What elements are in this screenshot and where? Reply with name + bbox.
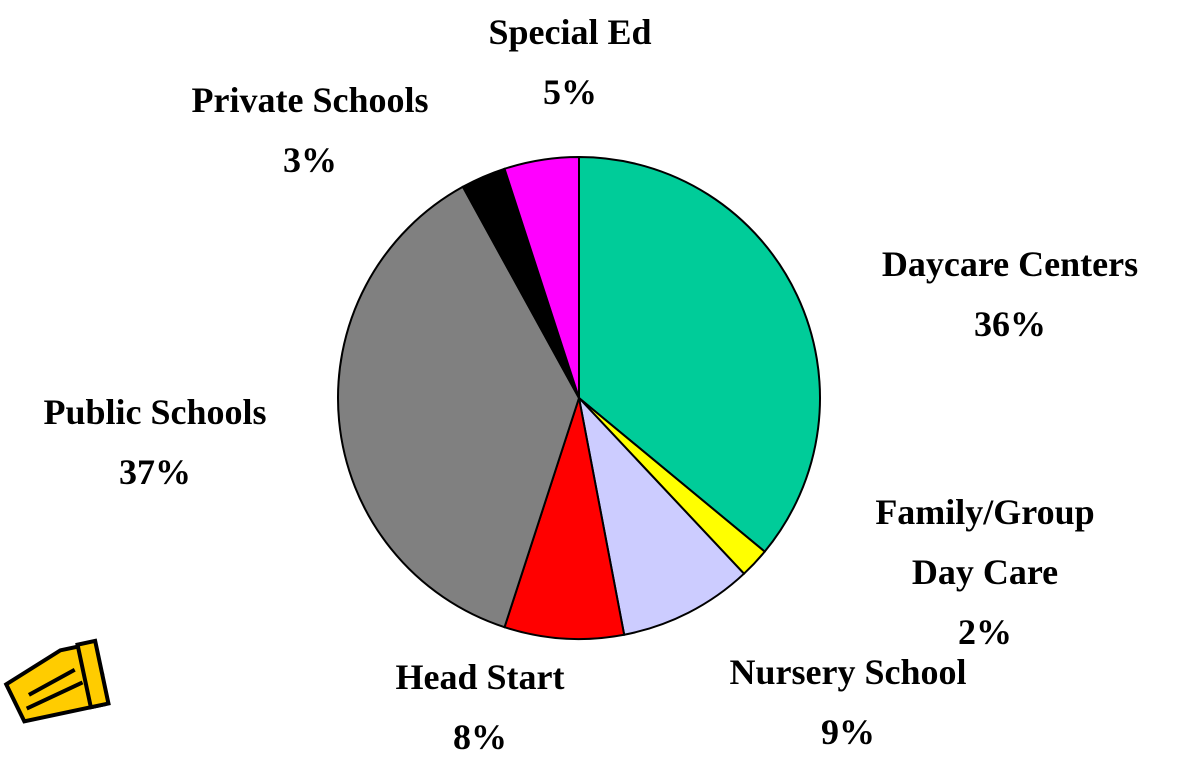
value-label: 8% [330, 707, 630, 767]
value-label: 37% [0, 442, 325, 502]
value-label: 9% [668, 702, 1028, 762]
category-name: Public Schools [0, 382, 325, 442]
category-name: Special Ed [420, 2, 720, 62]
category-name: Nursery School [668, 642, 1028, 702]
value-label: 3% [130, 130, 490, 190]
category-name: Daycare Centers [830, 234, 1190, 294]
pencil-icon [1, 641, 108, 724]
category-name: Head Start [330, 647, 630, 707]
value-label: 36% [830, 294, 1190, 354]
page: {"chart_data": {"type": "pie", "categori… [0, 0, 1196, 753]
value-label: 5% [420, 62, 720, 122]
category-name: Family/Group Day Care [850, 482, 1120, 602]
